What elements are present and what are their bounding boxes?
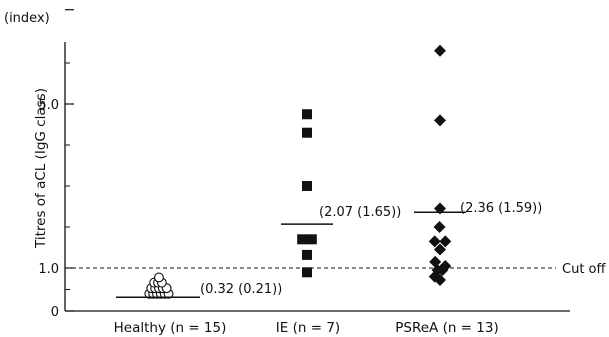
- point-2-6: [434, 243, 446, 256]
- point-1-2: [302, 181, 312, 191]
- mean-lines: (0.32 (0.21)) (2.07 (1.65)) (2.36 (1.59)): [116, 201, 542, 298]
- y-tick-label-0: 0: [51, 305, 59, 320]
- category-label-0: Healthy (n = 15): [114, 320, 227, 336]
- point-1-0: [302, 109, 312, 120]
- cutoff-line-group: Cut off: [65, 262, 606, 277]
- point-2-1: [434, 114, 446, 127]
- mean-label-2: (2.36 (1.59)): [460, 201, 542, 216]
- mean-label-0: (0.32 (0.21)): [200, 282, 282, 297]
- point-2-4: [428, 235, 441, 248]
- category-labels: Healthy (n = 15) IE (n = 7) PSReA (n = 13): [114, 320, 499, 336]
- y-axis-unit: (index): [4, 11, 50, 26]
- point-1-3: [297, 234, 308, 245]
- point-2-0: [434, 44, 446, 57]
- point-1-6: [302, 267, 312, 278]
- cutoff-label: Cut off: [562, 262, 606, 277]
- point-2-12: [434, 274, 446, 287]
- point-2-3: [433, 221, 446, 233]
- point-0-14: [154, 272, 164, 283]
- point-1-4: [306, 234, 317, 245]
- point-2-5: [439, 235, 452, 248]
- y-axis: [64, 42, 570, 312]
- point-1-5: [302, 249, 312, 260]
- category-label-1: IE (n = 7): [276, 320, 340, 336]
- data-points: [144, 44, 452, 299]
- point-1-1: [302, 127, 312, 138]
- y-axis-title: Titres of aCL (IgG class): [33, 88, 49, 249]
- point-2-10: [436, 264, 449, 277]
- y-tick-label-2: 5.0: [38, 98, 59, 113]
- category-label-2: PSReA (n = 13): [395, 320, 498, 336]
- mean-label-1: (2.07 (1.65)): [319, 205, 401, 220]
- y-tick-label-1: 1.0: [38, 262, 59, 277]
